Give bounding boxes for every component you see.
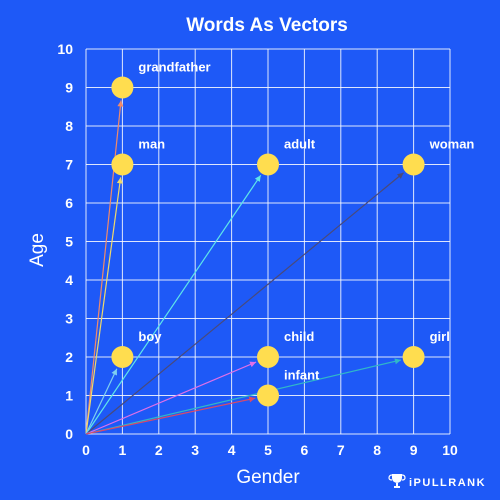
y-tick-label: 0 (65, 426, 73, 442)
point-label-girl: girl (430, 329, 450, 344)
grid (85, 48, 451, 435)
vector-arrowhead-child (249, 361, 257, 368)
data-point-grandfather (111, 76, 134, 99)
x-tick-label: 7 (337, 442, 345, 458)
vector-line-boy (85, 368, 118, 435)
y-tick-label: 8 (65, 118, 73, 134)
y-tick-label: 1 (65, 388, 73, 404)
vector-line-man (85, 177, 122, 435)
data-point-woman (402, 153, 425, 176)
x-tick-label: 6 (301, 442, 309, 458)
x-tick-label: 5 (264, 442, 272, 458)
data-point-man (111, 153, 134, 176)
y-tick-label: 3 (65, 311, 73, 327)
x-tick-label: 1 (119, 442, 127, 458)
x-tick-label: 3 (191, 442, 199, 458)
point-label-man: man (138, 137, 165, 152)
point-label-adult: adult (284, 137, 316, 152)
data-point-boy (111, 346, 134, 368)
vector-line-girl (85, 359, 402, 435)
y-tick-label: 7 (65, 157, 73, 173)
y-tick-label: 4 (65, 272, 73, 288)
y-axis-label: Age (27, 233, 48, 267)
x-tick-label: 10 (442, 442, 458, 458)
point-label-child: child (284, 329, 314, 344)
x-tick-label: 0 (82, 442, 90, 458)
point-label-boy: boy (138, 329, 162, 344)
y-tick-label: 10 (57, 41, 73, 57)
vector-arrowhead-woman (397, 172, 404, 179)
data-point-child (257, 346, 279, 368)
point-label-infant: infant (284, 368, 320, 383)
chart-title: Words As Vectors (186, 15, 348, 36)
data-point-infant (257, 384, 279, 407)
vector-arrowhead-man (116, 177, 123, 184)
y-tick-label: 5 (65, 234, 73, 250)
brand-name: iPULLRANK (409, 477, 486, 489)
brand-logo: iPULLRANK (388, 474, 486, 489)
vector-arrowhead-boy (111, 368, 117, 376)
data-point-adult (257, 153, 279, 176)
tick-labels: 0 1 2 3 4 5 6 7 8 9 10 0 1 2 3 4 5 6 7 8 9 10 (57, 41, 458, 458)
vectors (85, 100, 404, 435)
vector-arrowhead-infant (248, 396, 256, 403)
vector-line-woman (85, 172, 404, 435)
y-tick-label: 6 (65, 195, 73, 211)
x-tick-label: 9 (410, 442, 418, 458)
vector-line-grandfather (85, 100, 122, 435)
point-labels: grandfather man adult woman boy child girl infa… (138, 60, 474, 383)
vector-line-child (85, 361, 257, 435)
y-tick-label: 2 (65, 349, 73, 365)
vector-arrowhead-girl (394, 358, 401, 365)
point-label-grandfather: grandfather (138, 60, 210, 75)
y-tick-label: 9 (65, 80, 73, 96)
vector-line-adult (85, 174, 262, 435)
x-axis-label: Gender (236, 467, 300, 488)
vector-arrowhead-adult (254, 175, 261, 182)
vector-line-infant (85, 397, 256, 435)
data-point-girl (402, 346, 425, 368)
x-tick-label: 4 (228, 442, 236, 458)
point-label-woman: woman (429, 137, 475, 152)
vector-arrowhead-grandfather (117, 100, 124, 107)
x-tick-label: 8 (373, 442, 381, 458)
trophy-icon (388, 474, 406, 488)
x-tick-label: 2 (155, 442, 163, 458)
data-points (111, 76, 425, 407)
